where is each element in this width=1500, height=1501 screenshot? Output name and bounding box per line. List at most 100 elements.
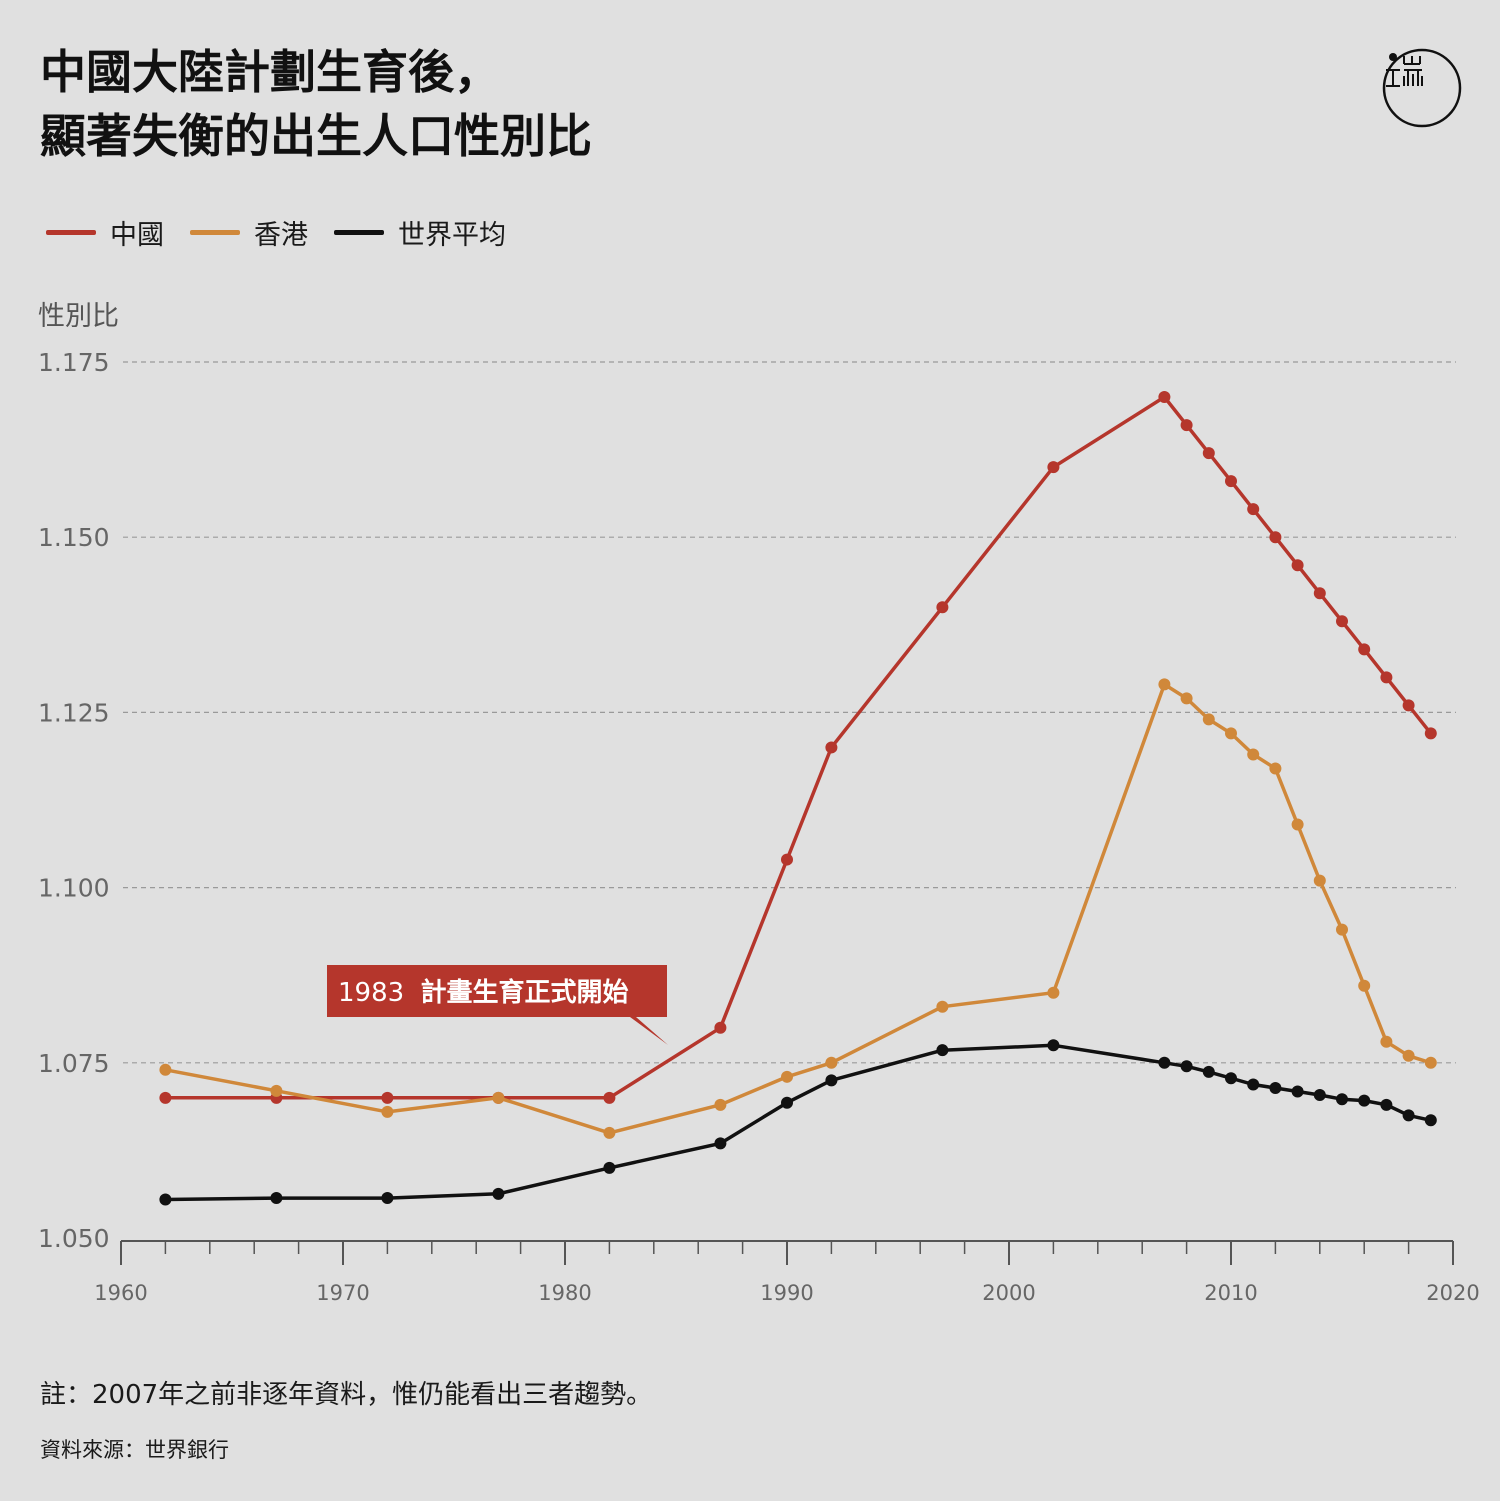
data-point-china <box>1269 531 1282 544</box>
y-tick-label: 1.175 <box>38 348 110 377</box>
data-point-hongkong <box>492 1091 505 1104</box>
data-point-china <box>1047 461 1060 474</box>
line-chart: 性別比 1.050 1.075 1.100 1.125 1.150 1.175 1960 19… <box>38 301 1480 1305</box>
legend-swatch-hongkong <box>190 229 240 235</box>
data-point-china <box>1202 447 1215 460</box>
legend-item-world: 世界平均 <box>334 213 506 252</box>
grid-layer <box>123 361 1456 1064</box>
data-point-world <box>1358 1094 1371 1107</box>
series-layer <box>159 391 1437 1206</box>
legend-item-hongkong: 香港 <box>190 213 308 252</box>
data-point-world <box>1158 1056 1171 1069</box>
series-line-world <box>165 1043 1432 1202</box>
chart-legend: 中國 香港 世界平均 <box>46 212 506 252</box>
data-point-china <box>1180 419 1193 432</box>
x-tick-label: 1990 <box>760 1281 813 1305</box>
y-tick-label: 1.050 <box>38 1224 110 1253</box>
series-line-hongkong <box>165 682 1432 1135</box>
data-point-china <box>381 1091 394 1104</box>
data-point-hongkong <box>1291 818 1304 831</box>
data-point-world <box>1269 1082 1282 1095</box>
data-point-world <box>1202 1065 1215 1078</box>
data-point-china <box>1291 559 1304 572</box>
data-point-world <box>270 1192 283 1205</box>
data-point-world <box>1380 1098 1393 1111</box>
data-point-china <box>936 601 949 614</box>
annotation-box <box>327 965 668 1045</box>
x-tick-label: 2000 <box>982 1281 1035 1305</box>
data-point-hongkong <box>1247 748 1260 761</box>
data-point-hongkong <box>1380 1035 1393 1048</box>
data-point-china <box>1158 391 1171 404</box>
data-point-world <box>492 1187 505 1200</box>
data-point-china <box>1402 699 1415 712</box>
data-point-world <box>714 1137 727 1150</box>
x-tick-label: 1960 <box>94 1281 147 1305</box>
data-point-world <box>603 1161 616 1174</box>
data-point-china <box>1424 727 1437 740</box>
data-point-hongkong <box>1269 762 1282 775</box>
chart-title-line-1: 中國大陸計劃生育後， <box>40 45 500 99</box>
data-point-hongkong <box>1313 874 1326 887</box>
data-point-world <box>381 1192 394 1205</box>
footnote: 註：2007年之前非逐年資料，惟仍能看出三者趨勢。 <box>40 1380 653 1410</box>
data-point-china <box>781 853 793 866</box>
data-point-hongkong <box>936 1000 949 1013</box>
data-point-world <box>159 1193 172 1206</box>
x-tick-label: 2010 <box>1204 1281 1257 1305</box>
legend-label-china: 中國 <box>110 219 164 251</box>
data-point-world <box>825 1074 838 1087</box>
data-point-world <box>1402 1109 1415 1122</box>
data-point-china <box>159 1091 172 1104</box>
axis-layer: 1.050 1.075 1.100 1.125 1.150 1.175 1960 1970 19… <box>38 348 1480 1305</box>
data-point-world <box>1336 1093 1348 1106</box>
y-tick-label: 1.100 <box>38 874 110 903</box>
data-point-china <box>603 1091 616 1104</box>
annotation: 1983 計畫生育正式開始 <box>327 965 668 1045</box>
data-point-hongkong <box>1358 979 1371 992</box>
data-point-hongkong <box>1180 692 1193 705</box>
data-point-world <box>1291 1085 1304 1098</box>
series-hongkong <box>159 678 1437 1139</box>
annotation-year: 1983 <box>338 978 404 1008</box>
data-point-world <box>1180 1060 1193 1073</box>
chart-title-line-2: 顯著失衡的出生人口性別比 <box>40 109 592 163</box>
data-point-hongkong <box>714 1098 727 1111</box>
data-point-world <box>936 1044 949 1057</box>
legend-swatch-world <box>334 229 384 235</box>
data-point-hongkong <box>159 1063 172 1076</box>
data-point-hongkong <box>603 1126 616 1139</box>
y-tick-label: 1.125 <box>38 698 110 727</box>
data-point-china <box>1380 671 1393 684</box>
data-point-hongkong <box>781 1070 793 1083</box>
data-point-hongkong <box>381 1105 394 1118</box>
x-tick-label: 1980 <box>538 1281 591 1305</box>
data-point-world <box>1225 1072 1237 1085</box>
data-point-china <box>825 741 838 754</box>
data-point-china <box>1336 615 1348 628</box>
data-point-world <box>1047 1039 1060 1052</box>
data-point-china <box>1313 587 1326 600</box>
legend-label-world: 世界平均 <box>398 219 506 251</box>
annotation-label: 計畫生育正式開始 <box>420 977 628 1008</box>
data-point-hongkong <box>1202 713 1215 726</box>
data-point-hongkong <box>825 1056 838 1069</box>
x-tick-label: 2020 <box>1426 1281 1479 1305</box>
annotation-text: 1983 計畫生育正式開始 <box>338 977 628 1008</box>
legend-item-china: 中國 <box>46 213 164 252</box>
y-tick-label: 1.150 <box>38 523 110 552</box>
data-point-china <box>714 1021 727 1034</box>
data-point-hongkong <box>1047 986 1060 999</box>
data-point-world <box>781 1096 793 1109</box>
data-point-hongkong <box>1225 727 1237 740</box>
data-point-hongkong <box>270 1084 283 1097</box>
data-point-world <box>1313 1089 1326 1102</box>
y-tick-label: 1.075 <box>38 1049 110 1078</box>
y-axis-label: 性別比 <box>38 301 119 332</box>
data-point-china <box>1225 475 1237 488</box>
initium-logo <box>1382 48 1462 128</box>
data-point-china <box>1358 643 1371 656</box>
chart-title: 中國大陸計劃生育後， 顯著失衡的出生人口性別比 <box>40 40 592 168</box>
legend-swatch-china <box>46 229 96 235</box>
x-tick-label: 1970 <box>316 1281 369 1305</box>
